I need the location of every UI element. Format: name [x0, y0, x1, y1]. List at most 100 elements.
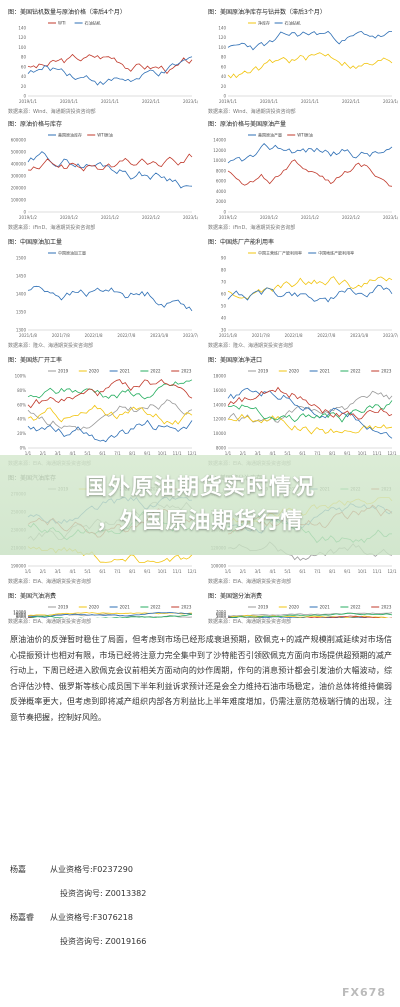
x-tick-label: 2022/7/8	[117, 333, 135, 338]
legend-label: 中国地炼产能利用率	[318, 250, 354, 256]
chart-plot: 600000 500000 400000 300000 200000 100000 0201…	[11, 132, 198, 221]
legend-label: 2020	[289, 369, 300, 374]
chart-plot: 7000600050004000300020001/12/13/14/15/16…	[216, 605, 393, 619]
y-tick-label: 100000	[11, 198, 27, 203]
chart-series-line	[227, 159, 393, 187]
analysis-paragraph: 原油油价的反弹暂时稳住了局面，但考虑到市场已经形成衰退预期，欧佩克+的减产规模削…	[10, 632, 392, 725]
chart-series-line	[227, 400, 393, 423]
x-tick-label: 2021/7/8	[252, 333, 270, 338]
legend-label: 石油钻机	[285, 20, 301, 26]
y-tick-label: 6000	[16, 615, 27, 619]
x-tick-label: 2019/1/2	[19, 215, 37, 220]
chart-source: 数据来源：Wind、海通期货投资咨询部	[208, 109, 296, 115]
x-tick-label: 10/1	[358, 451, 367, 456]
chart-source: 数据来源：隆众、海通期货投资咨询部	[208, 343, 294, 349]
x-tick-label: 6/1	[99, 569, 106, 574]
chart-title: 图：中国原油加工量	[8, 239, 63, 246]
chart-title: 图：原油价格与库存	[8, 121, 63, 128]
chart-source: 数据来源：iFinD、海通期货投资咨询部	[208, 225, 296, 231]
x-tick-label: 2023/1/2	[383, 215, 398, 220]
y-tick-label: 14000	[213, 402, 226, 407]
x-tick-label: 2019/1/2	[219, 215, 237, 220]
x-tick-label: 2020/1/1	[260, 99, 278, 104]
x-tick-label: 2021/1/8	[19, 333, 37, 338]
chart-plot: 100% 80% 60% 40% 20% 0%1/1 2/1 3/1 4/1 5/1 6/1 7/1 8…	[15, 369, 197, 457]
chart-series-line	[227, 143, 393, 164]
y-tick-label: 1400	[16, 292, 27, 297]
legend-label: 2022	[350, 369, 361, 374]
y-tick-label: 1450	[16, 274, 27, 279]
x-tick-label: 9/1	[144, 451, 151, 456]
chart-series-line	[27, 53, 193, 75]
chart-series-line	[227, 616, 370, 618]
x-tick-label: 2020/1/2	[60, 215, 78, 220]
chart-title: 图：原油价格与美国原油产量	[208, 121, 287, 128]
chart-source: 数据来源：隆众、海通期货投资咨询部	[8, 343, 94, 349]
legend-label: 2019	[258, 369, 269, 374]
y-tick-label: 140	[218, 26, 226, 31]
y-tick-label: 16000	[213, 388, 226, 393]
analyst-list: 杨嘉 从业资格号:F0237290 投资咨询号: Z0013382 杨嘉睿 从业…	[10, 858, 390, 954]
y-tick-label: 40	[221, 316, 227, 321]
x-tick-label: 2021/1/2	[101, 215, 119, 220]
y-tick-label: 60	[221, 64, 227, 69]
y-tick-label: 1350	[16, 310, 27, 315]
chart-series-line	[227, 276, 393, 300]
x-tick-label: 9/1	[344, 569, 351, 574]
chart-title: 图：美国炼厂开工率	[8, 357, 63, 364]
y-tick-label: 20%	[17, 431, 26, 436]
x-tick-label: 2022/7/8	[317, 333, 335, 338]
y-tick-label: 10000	[213, 431, 226, 436]
x-tick-label: 5/1	[84, 569, 91, 574]
y-tick-label: 5000	[216, 614, 227, 619]
x-tick-label: 4/1	[270, 451, 277, 456]
analyst-investment-number: 投资咨询号: Z0013382	[60, 889, 147, 898]
y-tick-label: 8000	[16, 613, 27, 618]
x-tick-label: 10/1	[358, 569, 367, 574]
y-tick-label: 20	[21, 84, 27, 89]
x-tick-label: 4/1	[70, 569, 77, 574]
chart-series-line	[227, 387, 393, 439]
legend-label: 2023	[381, 369, 392, 374]
article-title-line-2: ，外国原油期货行情	[96, 509, 304, 534]
x-tick-label: 7/1	[114, 451, 121, 456]
y-tick-label: 80	[221, 55, 227, 60]
x-tick-label: 3/1	[55, 451, 62, 456]
x-tick-label: 1/1	[25, 451, 32, 456]
y-tick-label: 40	[21, 74, 27, 79]
chart-series-line	[227, 52, 393, 79]
x-tick-label: 10/1	[158, 569, 167, 574]
chart-series-line	[227, 390, 393, 423]
analyst-name: 杨嘉睿	[10, 913, 34, 922]
y-tick-label: 90	[221, 256, 227, 261]
chart-panel: 图：美国馏分油消费 7000600050004000300020001/12/13…	[202, 592, 398, 628]
y-tick-label: 40	[221, 74, 227, 79]
chart-source: 数据来源：EIA、海通期货投资咨询部	[208, 579, 292, 585]
x-tick-label: 2021/1/2	[301, 215, 319, 220]
y-tick-label: 60%	[17, 402, 26, 407]
chart-panel: 图：美国原油净进口 18000 16000 14000 12000 10000 8000 1/…	[202, 356, 398, 470]
y-tick-label: 4000	[216, 616, 227, 619]
legend-label: 中国主营炼厂产能利用率	[258, 250, 302, 256]
chart-series-line	[227, 615, 392, 618]
y-tick-label: 200000	[11, 186, 27, 191]
x-tick-label: 9/1	[144, 569, 151, 574]
legend-label: 净库存	[258, 20, 270, 26]
chart-series-line	[27, 379, 193, 400]
y-tick-label: 300000	[11, 174, 27, 179]
legend-label: 美国原油库存	[58, 132, 82, 138]
chart-plot: 14000 12000 10000 8000 6000 4000 2000 02019/1/2…	[213, 132, 398, 221]
y-tick-label: 3000	[216, 618, 227, 619]
x-tick-label: 12/1	[388, 451, 397, 456]
x-tick-label: 1/1	[25, 569, 32, 574]
y-tick-label: 190000	[11, 564, 27, 569]
chart-panel: 图：美国炼厂开工率 100% 80% 60% 40% 20% 0% 1/1 2/1 3/1 4/1 5…	[2, 356, 198, 470]
legend-label: 2023	[181, 369, 192, 374]
legend-label: 2022	[150, 605, 161, 610]
chart-series-line	[27, 285, 193, 312]
legend-label: 2021	[120, 605, 131, 610]
